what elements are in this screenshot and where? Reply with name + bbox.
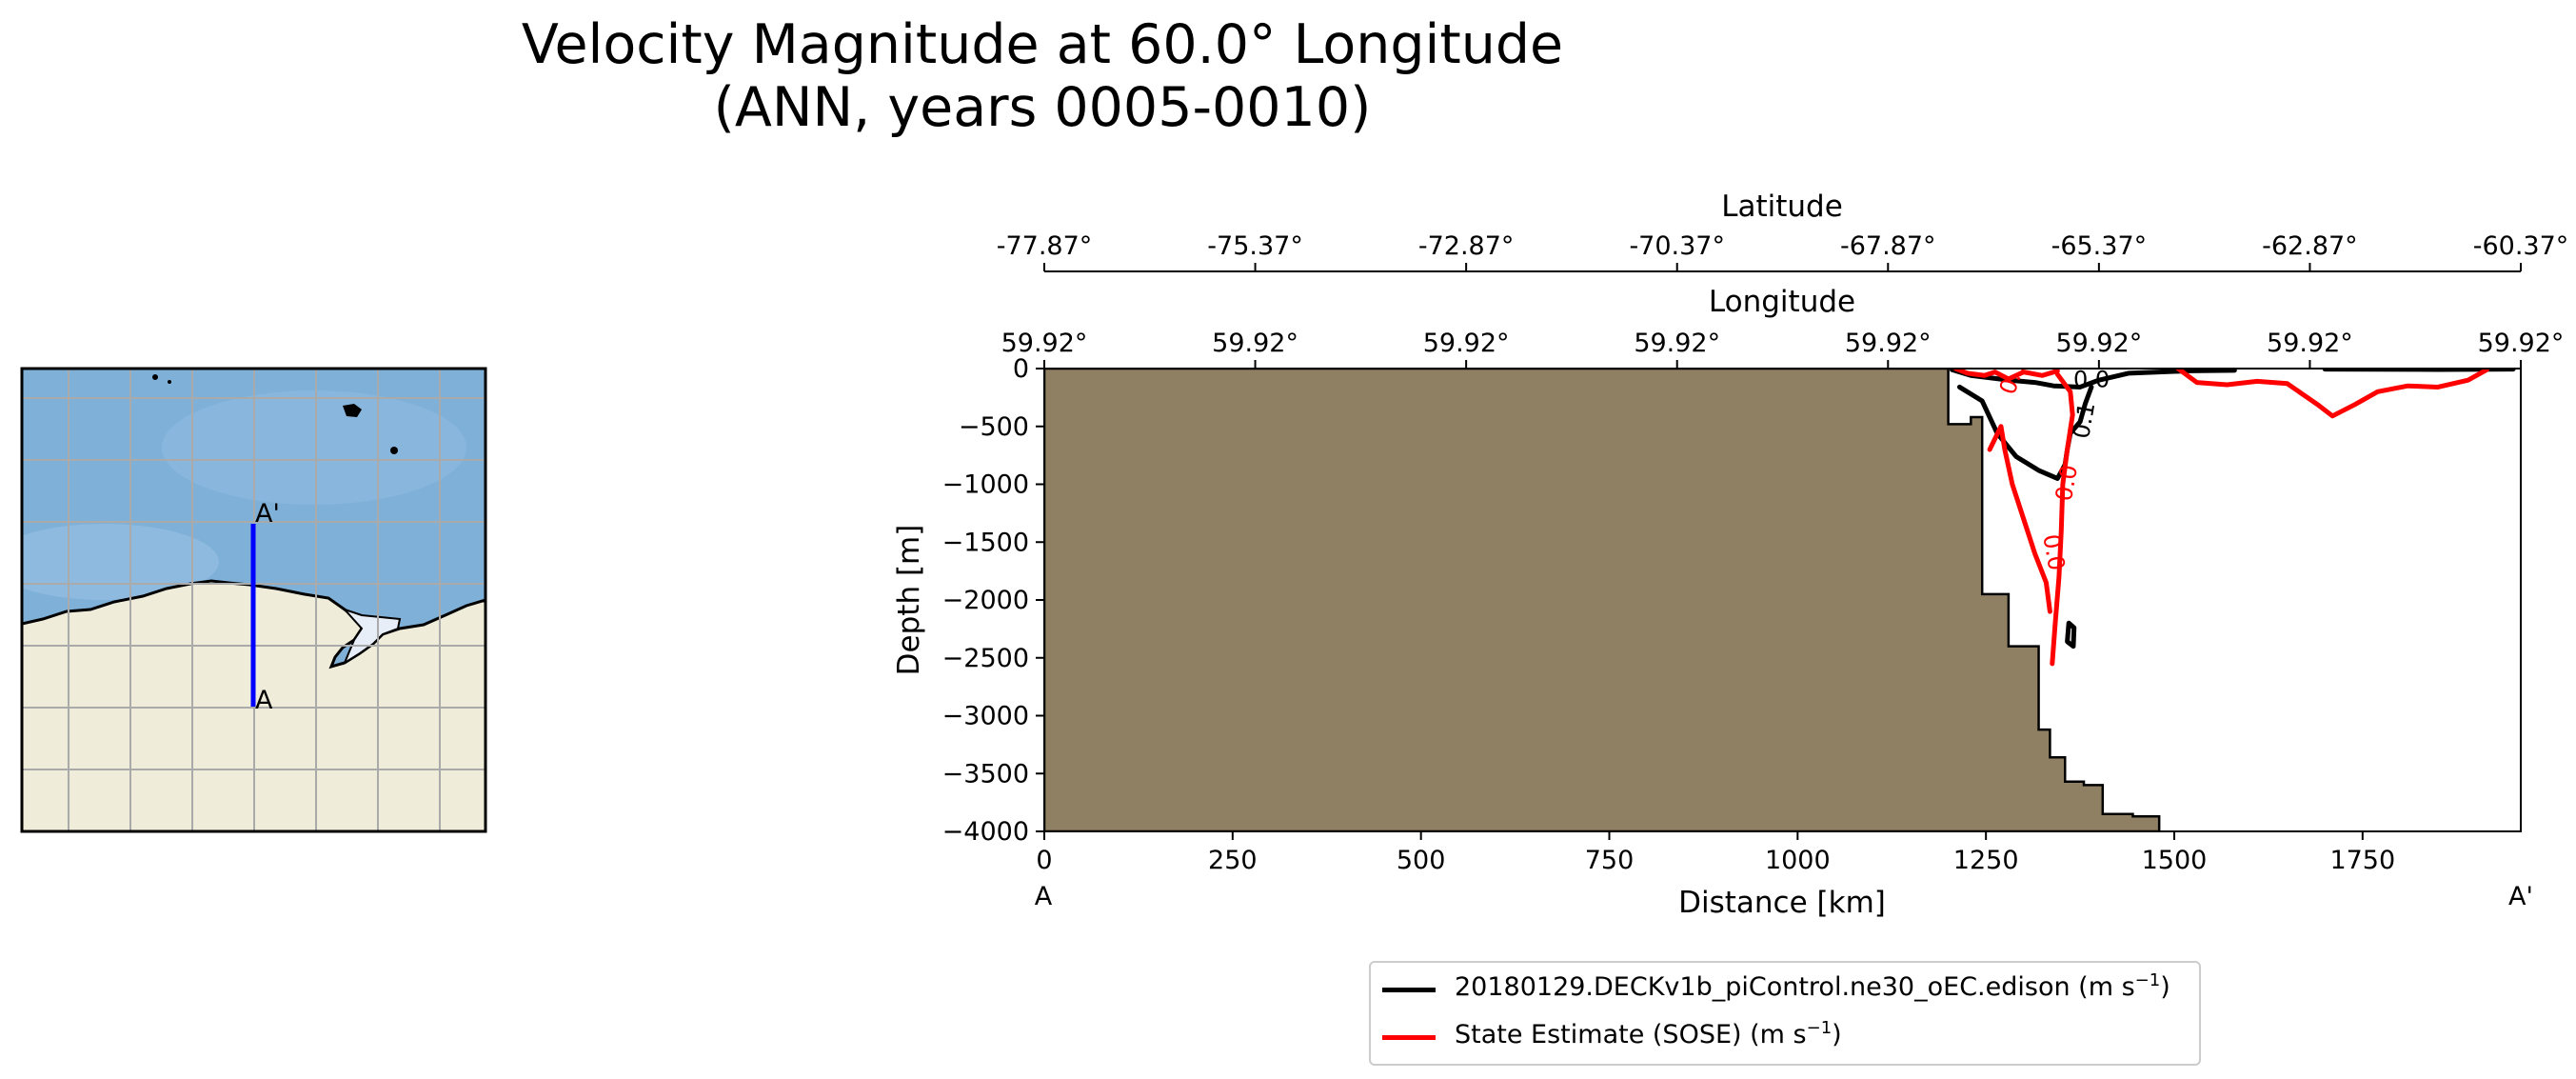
y-tick-label: −4000 xyxy=(942,817,1029,847)
contour-line-series-1 xyxy=(1953,369,2060,382)
longitude-tick-label: 59.92° xyxy=(1001,329,1088,358)
contour-line-series-1 xyxy=(1987,424,2052,614)
latitude-tick-label: -77.87° xyxy=(997,231,1093,261)
map-gridlines xyxy=(22,369,485,831)
map-island xyxy=(152,374,158,380)
latitude-tick-label: -62.87° xyxy=(2262,231,2358,261)
contour-lines: 0.0 0.1 0.0 0.0 0.1 xyxy=(1950,354,2516,667)
contour-line-series-1 xyxy=(2050,371,2075,667)
latitude-tick-label: -75.37° xyxy=(1207,231,1303,261)
map-ocean-shading xyxy=(22,524,219,600)
latitude-tick-label: -67.87° xyxy=(1840,231,1936,261)
longitude-axis-label: Longitude xyxy=(1709,285,1855,319)
contour-line-series-0 xyxy=(1956,384,2094,481)
longitude-tick-label: 59.92° xyxy=(2267,329,2353,358)
x-tick-label: 1750 xyxy=(2329,846,2395,875)
longitude-tick-label: 59.92° xyxy=(1423,329,1510,358)
y-axis-label: Depth [m] xyxy=(892,525,926,676)
contour-label: 0.1 xyxy=(1994,354,2031,397)
contour-label: 0.0 xyxy=(2051,463,2083,503)
transect-end-label: A' xyxy=(255,499,280,529)
y-tick-label: −2500 xyxy=(942,644,1029,673)
latitude-tick-label: -70.37° xyxy=(1629,231,1725,261)
map-frame xyxy=(20,367,487,833)
legend-label-model: 20180129.DECKv1b_piControl.ne30_oEC.edis… xyxy=(1455,970,2170,1003)
x-axis-label: Distance [km] xyxy=(1678,886,1886,920)
latitude-axis: -77.87° -75.37° -72.87° -70.37° -67.87° -65.3… xyxy=(997,231,2569,272)
y-tick-label: −1500 xyxy=(942,528,1029,557)
legend: 20180129.DECKv1b_piControl.ne30_oEC.edis… xyxy=(1369,961,2201,1066)
x-tick-label: 1250 xyxy=(1953,846,2019,875)
bathymetry-fill xyxy=(1044,369,2161,831)
y-axis: 0 −500 −1000 −1500 −2000 −2500 −3000 −3500 −4000 xyxy=(942,354,1044,847)
chart-title-line1: Velocity Magnitude at 60.0° Longitude xyxy=(521,13,1564,76)
x-tick-label: 250 xyxy=(1208,846,1258,875)
map-island xyxy=(168,380,171,384)
longitude-tick-label: 59.92° xyxy=(2055,329,2142,358)
longitude-tick-label: 59.92° xyxy=(2478,329,2565,358)
map-ocean-shading xyxy=(162,390,466,505)
transect-start-label: A xyxy=(255,686,273,715)
legend-swatch-model xyxy=(1382,988,1436,992)
y-tick-label: −2000 xyxy=(942,586,1029,615)
longitude-tick-label: 59.92° xyxy=(1634,329,1720,358)
x-end-label: A' xyxy=(2508,882,2533,911)
latitude-tick-label: -72.87° xyxy=(1418,231,1515,261)
longitude-tick-label: 59.92° xyxy=(1845,329,1932,358)
legend-item-obs: State Estimate (SOSE) (m s−1) xyxy=(1371,1014,2199,1060)
longitude-axis: 59.92° 59.92° 59.92° 59.92° 59.92° 59.92° 59.9… xyxy=(1001,329,2565,369)
x-tick-label: 1000 xyxy=(1765,846,1831,875)
x-tick-label: 1500 xyxy=(2142,846,2208,875)
x-start-label: A xyxy=(1035,882,1053,911)
contour-line-series-1 xyxy=(2175,369,2489,419)
legend-item-model: 20180129.DECKv1b_piControl.ne30_oEC.edis… xyxy=(1371,967,2199,1012)
contour-label: 0.0 xyxy=(2037,532,2070,572)
x-axis: 0 250 500 750 1000 1250 1500 1750 xyxy=(1036,831,2395,875)
legend-swatch-obs xyxy=(1382,1035,1436,1040)
contour-line-series-0 xyxy=(2065,620,2077,649)
latitude-tick-label: -65.37° xyxy=(2051,231,2148,261)
contour-label: 0.0 xyxy=(2073,366,2110,392)
latitude-axis-label: Latitude xyxy=(1721,190,1843,224)
y-tick-label: −1000 xyxy=(942,470,1029,500)
y-tick-label: −500 xyxy=(959,412,1029,442)
y-tick-label: −3500 xyxy=(942,759,1029,789)
x-tick-label: 750 xyxy=(1585,846,1635,875)
latitude-tick-label: -60.37° xyxy=(2473,231,2569,261)
longitude-tick-label: 59.92° xyxy=(1212,329,1298,358)
x-tick-label: 500 xyxy=(1397,846,1446,875)
y-tick-label: −3000 xyxy=(942,702,1029,731)
x-tick-label: 0 xyxy=(1036,846,1052,875)
map-island xyxy=(343,404,362,417)
legend-label-obs: State Estimate (SOSE) (m s−1) xyxy=(1455,1018,1842,1050)
y-tick-label: 0 xyxy=(1013,354,1029,384)
chart-title-line2: (ANN, years 0005-0010) xyxy=(713,76,1372,139)
map-island xyxy=(390,447,398,454)
contour-label: 0.1 xyxy=(2068,400,2100,440)
